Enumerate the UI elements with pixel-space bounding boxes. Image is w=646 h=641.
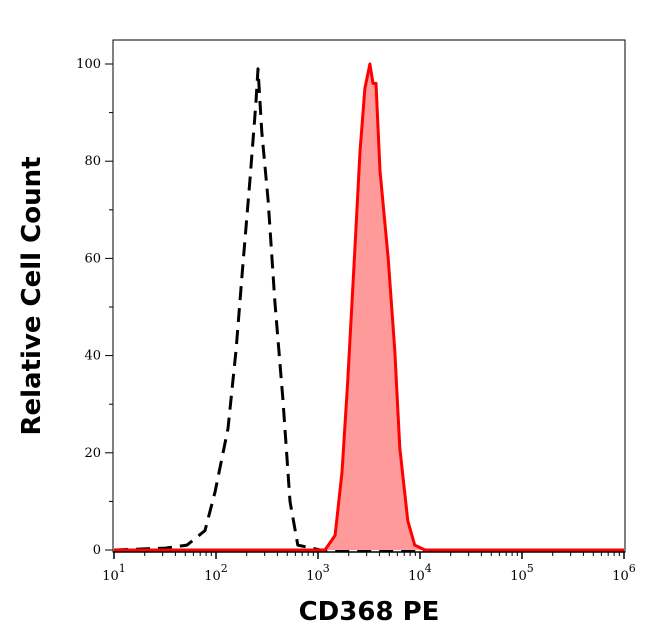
series-fill-1	[114, 64, 624, 550]
x-tick-label: 103	[306, 562, 330, 584]
series-line-0	[113, 67, 624, 552]
y-tick-label: 60	[84, 251, 101, 266]
x-tick-label: 101	[102, 562, 126, 584]
y-tick-label: 0	[93, 543, 101, 558]
x-tick-label: 105	[510, 562, 534, 584]
x-tick-label: 106	[612, 562, 636, 584]
y-tick-label: 20	[84, 446, 101, 461]
y-tick-label: 80	[84, 154, 101, 169]
y-axis-title: Relative Cell Count	[17, 156, 47, 435]
x-axis-title: CD368 PE	[299, 597, 440, 627]
axis-layer: 101 102 103 104 105 106 0 20 40 60 80 100	[76, 57, 636, 584]
y-tick-label: 100	[76, 57, 101, 72]
x-tick-label: 102	[204, 562, 228, 584]
series-layer	[113, 62, 624, 552]
y-tick-label: 40	[84, 349, 101, 364]
series-line-1	[114, 62, 624, 552]
x-tick-label: 104	[408, 562, 432, 584]
